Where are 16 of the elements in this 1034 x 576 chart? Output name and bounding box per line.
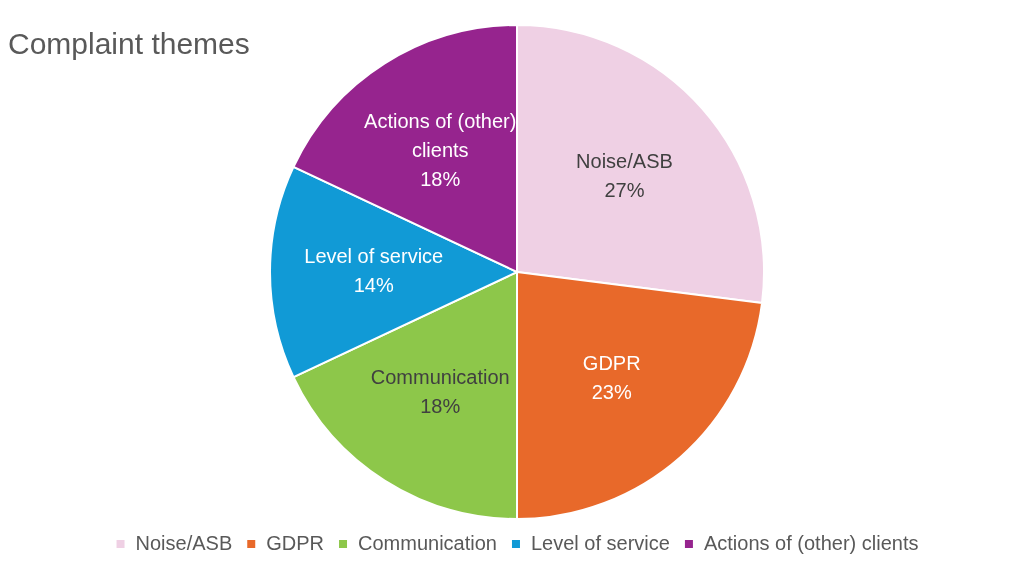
legend-label: Communication bbox=[358, 531, 497, 554]
slice-label: Actions of (other) clients bbox=[364, 109, 517, 161]
slice-label: Level of service bbox=[304, 245, 444, 268]
data-label: 18% bbox=[420, 167, 461, 190]
slice-label: Communication bbox=[370, 365, 510, 388]
legend-label: Noise/ASB bbox=[135, 531, 233, 554]
data-label: 23% bbox=[591, 381, 632, 404]
data-label: 27% bbox=[604, 179, 645, 202]
slice-label: GDPR bbox=[582, 352, 641, 375]
legend-label: GDPR bbox=[266, 531, 325, 554]
chart-title: Complaint themes bbox=[8, 27, 250, 61]
data-label: 14% bbox=[353, 274, 394, 297]
legend-label: Level of service bbox=[530, 531, 670, 554]
slice-label: Noise/ASB bbox=[576, 150, 673, 173]
data-label: 18% bbox=[420, 394, 461, 417]
legend-label: Actions of (other) clients bbox=[703, 531, 919, 554]
